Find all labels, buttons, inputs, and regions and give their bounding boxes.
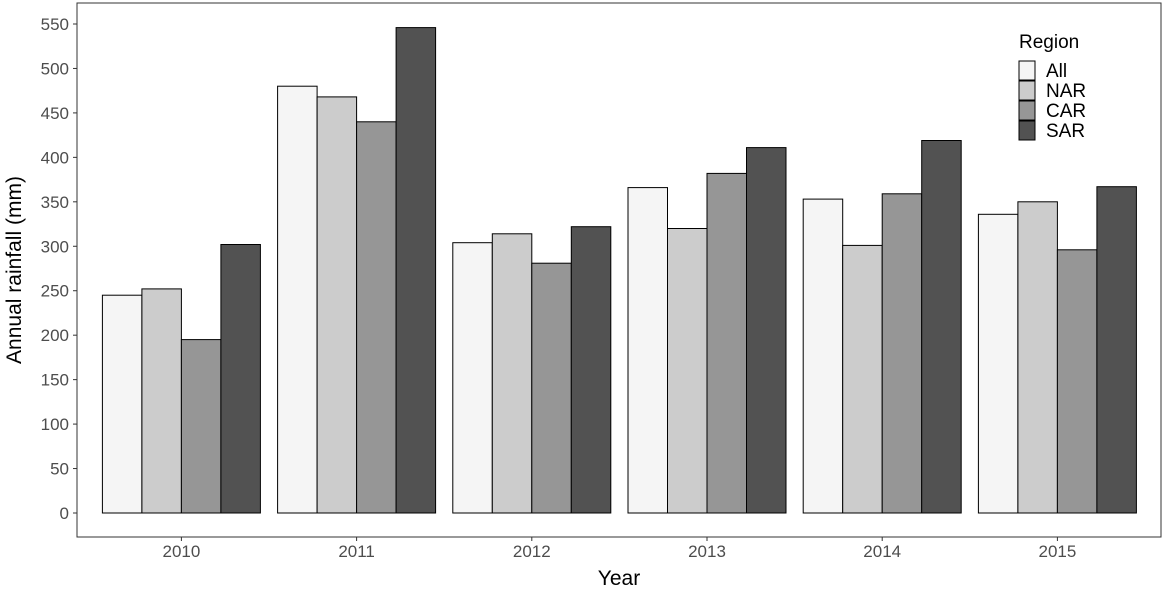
y-axis: 0 50 100 150 200 250 300 350 400 450 500 550 (41, 15, 77, 523)
y-tick-label: 350 (41, 193, 69, 212)
bar-all-2014 (802, 198, 844, 514)
legend-title: Region (1019, 32, 1079, 53)
y-tick-label: 400 (41, 148, 69, 167)
bar-car-2012 (531, 262, 572, 514)
bar-sar-2012 (570, 226, 612, 514)
bar-car-2015 (1056, 249, 1098, 514)
bar-nar-2013 (667, 228, 708, 514)
bar-sar-2015 (1096, 186, 1137, 514)
x-axis-title: Year (598, 567, 640, 590)
bar-car-2011 (356, 121, 397, 514)
y-tick-label: 50 (50, 460, 69, 479)
y-tick-label: 100 (41, 415, 69, 434)
y-tick-label: 150 (41, 371, 69, 390)
y-axis-title: Annual rainfall (mm) (3, 176, 26, 364)
x-tick-label: 2014 (863, 542, 901, 561)
bar-all-2013 (627, 187, 668, 514)
legend-key-nar (1018, 80, 1036, 101)
bar-sar-2011 (395, 27, 437, 514)
y-tick-label: 200 (41, 326, 69, 345)
legend-label-car: CAR (1046, 101, 1086, 122)
bar-nar-2010 (141, 288, 182, 514)
legend-label-all: All (1046, 61, 1067, 82)
bar-car-2013 (706, 172, 747, 514)
bar-all-2011 (277, 85, 318, 514)
bar-nar-2014 (842, 244, 883, 514)
x-tick-label: 2015 (1038, 542, 1076, 561)
y-tick-label: 550 (41, 15, 69, 34)
x-tick-label: 2013 (688, 542, 726, 561)
y-tick-label: 500 (41, 59, 69, 78)
bar-sar-2010 (220, 244, 261, 514)
legend-key-all (1018, 60, 1036, 81)
bar-nar-2012 (491, 233, 533, 514)
bar-nar-2015 (1017, 201, 1058, 514)
bar-all-2010 (101, 294, 143, 514)
bar-car-2010 (180, 339, 222, 514)
legend-label-sar: SAR (1046, 121, 1085, 142)
x-tick-label: 2011 (338, 542, 375, 561)
bar-car-2014 (881, 193, 923, 514)
bar-all-2012 (452, 242, 493, 514)
bar-nar-2011 (316, 96, 358, 514)
y-tick-label: 300 (41, 237, 69, 256)
y-tick-label: 250 (41, 282, 69, 301)
y-tick-label: 450 (41, 104, 69, 123)
x-tick-label: 2012 (513, 542, 551, 561)
bar-all-2015 (977, 213, 1019, 514)
bars (101, 27, 1137, 514)
legend-key-sar (1018, 120, 1036, 141)
bar-sar-2013 (746, 147, 787, 514)
x-tick-label: 2010 (162, 542, 200, 561)
bar-sar-2014 (921, 140, 962, 514)
y-tick-label: 0 (60, 504, 69, 523)
x-axis: 2010 2011 2012 2013 2014 2015 (162, 537, 1076, 561)
legend-key-car (1018, 100, 1036, 121)
legend-label-nar: NAR (1046, 81, 1086, 102)
